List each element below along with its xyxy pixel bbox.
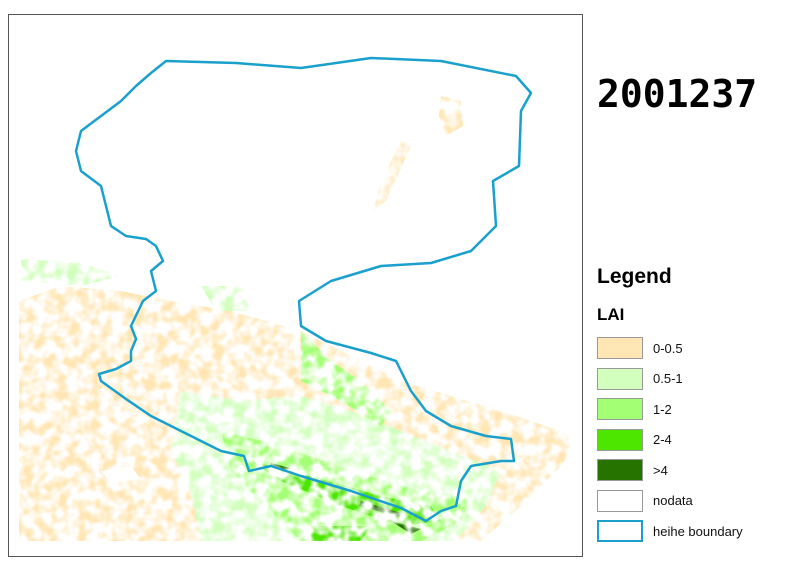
legend-swatch [597, 428, 643, 451]
lai-class-0-0.5-north [373, 96, 463, 211]
legend-label: nodata [653, 493, 693, 508]
legend-label: 0.5-1 [653, 371, 683, 386]
legend-item: 0.5-1 [597, 367, 683, 391]
legend-swatch [597, 489, 643, 512]
legend-swatch [597, 337, 643, 359]
legend-label: 2-4 [653, 432, 672, 447]
legend-label: 1-2 [653, 401, 672, 417]
legend-item: >4 [597, 458, 668, 482]
legend-swatch [597, 398, 643, 420]
legend-item: nodata [597, 489, 693, 513]
lai-class-1-2 [221, 331, 471, 541]
legend-swatch [597, 459, 643, 481]
legend-item: heihe boundary [597, 519, 743, 543]
lai-class-0.5-1-north [21, 259, 251, 311]
map-title: 2001237 [597, 72, 758, 116]
legend-title: Legend [597, 265, 672, 288]
map-frame[interactable] [8, 14, 583, 557]
legend-swatch [597, 367, 643, 390]
nodata-hole [101, 466, 141, 483]
heihe-boundary [74, 56, 533, 523]
legend-item: 1-2 [597, 397, 672, 421]
legend-item: 2-4 [597, 428, 672, 452]
legend-swatch [597, 520, 643, 542]
legend-label: heihe boundary [653, 523, 743, 539]
lai-map [19, 56, 576, 541]
legend-item: 0-0.5 [597, 336, 683, 360]
legend-field-name: LAI [597, 305, 625, 324]
legend-label: >4 [653, 462, 668, 478]
legend-label: 0-0.5 [653, 340, 683, 356]
lai-class-2-4 [251, 461, 441, 541]
